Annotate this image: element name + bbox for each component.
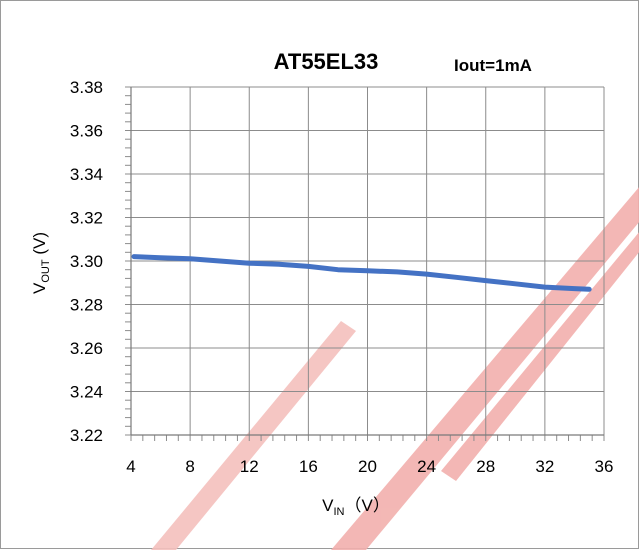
y-tick-label: 3.32 [70,209,103,228]
y-axis-label: VOUT (V) [30,232,52,294]
y-tick-label: 3.34 [70,165,103,184]
x-tick-label: 24 [417,457,436,476]
y-tick-label: 3.22 [70,426,103,445]
y-tick-label: 3.26 [70,339,103,358]
x-tick-label: 8 [185,457,194,476]
x-tick-label: 16 [299,457,318,476]
x-tick-label: 28 [476,457,495,476]
y-tick-label: 3.30 [70,252,103,271]
chart-title: AT55EL33 [274,49,379,74]
axes [125,86,605,441]
x-tick-label: 12 [240,457,259,476]
x-tick-labels: 4 8 12 16 20 24 28 32 36 [126,457,613,476]
series [131,254,592,292]
y-tick-label: 3.36 [70,122,103,141]
y-tick-labels: 3.22 3.24 3.26 3.28 3.30 3.32 3.34 3.36 3.38 [70,78,103,445]
x-tick-label: 20 [358,457,377,476]
chart-condition: Iout=1mA [454,56,532,75]
x-tick-label: 36 [595,457,614,476]
watermark [151,187,639,550]
series-line [131,254,592,292]
x-tick-label: 32 [535,457,554,476]
y-tick-label: 3.28 [70,296,103,315]
x-axis-label: VIN（V） [322,496,390,518]
y-tick-label: 3.24 [70,383,103,402]
x-tick-label: 4 [126,457,135,476]
y-tick-label: 3.38 [70,78,103,97]
